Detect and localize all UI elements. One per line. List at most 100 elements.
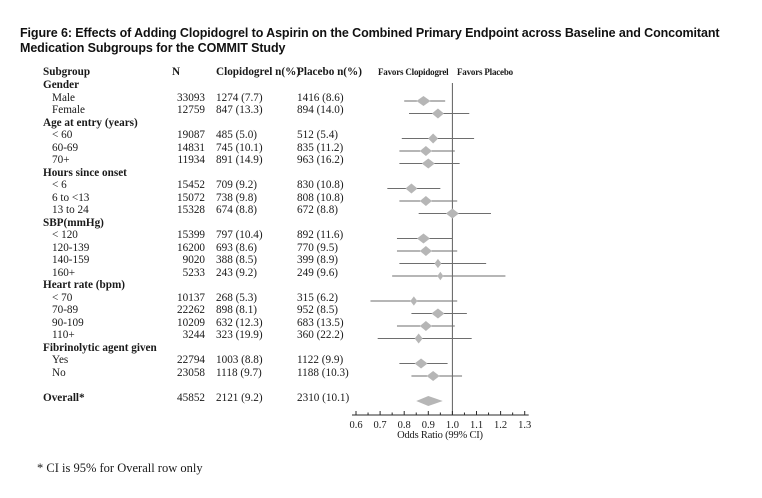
or-diamond: [437, 271, 444, 281]
subgroup-cell: 120-139: [52, 241, 90, 254]
or-diamond: [431, 108, 444, 119]
n-cell: 45852: [177, 391, 205, 404]
subgroup-cell: < 70: [52, 291, 73, 304]
subgroup-cell: Heart rate (bpm): [43, 279, 126, 291]
table-row: 120-139 16200 693 (8.6) 770 (9.5): [43, 242, 573, 255]
or-diamond: [419, 321, 432, 331]
table-row: 6 to <13 15072 738 (9.8) 808 (10.8): [43, 192, 573, 205]
or-diamond: [405, 183, 418, 194]
subgroup-cell: 110+: [52, 329, 75, 341]
table-row: < 120 15399 797 (10.4) 892 (11.6): [43, 229, 573, 242]
n-cell: 15328: [177, 204, 205, 216]
n-cell: 16200: [177, 241, 205, 254]
subgroup-cell: 60-69: [52, 141, 79, 154]
placebo-cell: 952 (8.5): [297, 304, 339, 316]
subgroup-cell: 140-159: [52, 254, 90, 266]
subgroup-cell: No: [52, 366, 66, 379]
or-diamond: [414, 333, 423, 344]
clopidogrel-cell: 1118 (9.7): [216, 366, 262, 379]
x-axis-tick-label: 1.3: [518, 420, 531, 431]
table-row: < 60 19087 485 (5.0) 512 (5.4): [43, 129, 573, 142]
table-row: 110+ 3244 323 (19.9) 360 (22.2): [43, 329, 573, 342]
n-cell: 10137: [177, 291, 205, 304]
n-cell: 5233: [182, 266, 205, 279]
col-header-clopidogrel: Clopidogrel n(%): [216, 66, 301, 78]
table-row: Heart rate (bpm): [43, 279, 573, 292]
x-axis-tick-label: 1.2: [494, 420, 507, 431]
subgroup-cell: 160+: [52, 266, 76, 279]
subgroup-cell: Age at entry (years): [43, 116, 138, 129]
table-row: Male 33093 1274 (7.7) 1416 (8.6): [43, 92, 573, 105]
placebo-cell: 770 (9.5): [297, 241, 339, 254]
table-row: < 6 15452 709 (9.2) 830 (10.8): [43, 179, 573, 192]
clopidogrel-cell: 709 (9.2): [216, 179, 258, 191]
col-header-subgroup: Subgroup: [43, 66, 91, 78]
subgroup-cell: 6 to <13: [52, 191, 90, 204]
subgroup-cell: Hours since onset: [43, 166, 127, 179]
clopidogrel-cell: 674 (8.8): [216, 204, 258, 216]
subgroup-cell: Overall*: [43, 391, 85, 404]
subgroup-cell: < 120: [52, 229, 78, 241]
clopidogrel-cell: 323 (19.9): [216, 329, 263, 341]
n-cell: 15452: [177, 179, 205, 191]
or-diamond: [416, 233, 430, 244]
placebo-cell: 1416 (8.6): [297, 91, 344, 104]
placebo-cell: 963 (16.2): [297, 154, 344, 166]
x-axis-tick-label: 1.0: [446, 420, 459, 431]
clopidogrel-cell: 738 (9.8): [216, 191, 258, 204]
clopidogrel-cell: 891 (14.9): [216, 154, 263, 166]
favors-placebo-label: Favors Placebo: [457, 67, 513, 77]
table-row: Hours since onset: [43, 167, 573, 180]
clopidogrel-cell: 745 (10.1): [216, 141, 263, 154]
or-diamond: [419, 246, 432, 256]
n-cell: 23058: [177, 366, 205, 379]
table-row: Age at entry (years): [43, 117, 573, 130]
placebo-cell: 1188 (10.3): [297, 366, 349, 379]
clopidogrel-cell: 632 (12.3): [216, 316, 263, 329]
or-diamond: [428, 133, 439, 144]
or-diamond: [426, 371, 440, 381]
subgroup-cell: 90-109: [52, 316, 84, 329]
or-diamond: [434, 258, 442, 269]
table-row: 13 to 24 15328 674 (8.8) 672 (8.8): [43, 204, 573, 217]
placebo-cell: 512 (5.4): [297, 129, 339, 141]
or-diamond: [416, 96, 431, 106]
or-diamond: [410, 296, 418, 306]
clopidogrel-cell: 268 (5.3): [216, 291, 258, 304]
placebo-cell: 892 (11.6): [297, 229, 344, 241]
col-header-n: N: [171, 66, 181, 78]
clopidogrel-cell: 243 (9.2): [216, 266, 258, 279]
x-axis-tick-label: 0.9: [422, 420, 435, 431]
n-cell: 15399: [177, 229, 205, 241]
table-row: Overall* 45852 2121 (9.2) 2310 (10.1): [43, 392, 573, 405]
placebo-cell: 249 (9.6): [297, 266, 339, 279]
table-header-row: Subgroup N Clopidogrel n(%) Placebo n(%): [43, 66, 573, 79]
placebo-cell: 835 (11.2): [297, 141, 344, 154]
n-cell: 3244: [182, 329, 205, 341]
subgroup-cell: Yes: [52, 354, 69, 366]
placebo-cell: 360 (22.2): [297, 329, 344, 341]
x-axis-tick-label: 0.8: [398, 420, 411, 431]
subgroup-cell: 13 to 24: [52, 204, 89, 216]
clopidogrel-cell: 847 (13.3): [216, 104, 263, 116]
clopidogrel-cell: 797 (10.4): [216, 229, 263, 241]
clopidogrel-cell: 388 (8.5): [216, 254, 258, 266]
placebo-cell: 683 (13.5): [297, 316, 344, 329]
table-row: Female 12759 847 (13.3) 894 (14.0): [43, 104, 573, 117]
placebo-cell: 672 (8.8): [297, 204, 339, 216]
table-row: 90-109 10209 632 (12.3) 683 (13.5): [43, 317, 573, 330]
table-row: 70+ 11934 891 (14.9) 963 (16.2): [43, 154, 573, 167]
n-cell: 15072: [177, 191, 205, 204]
clopidogrel-cell: 1274 (7.7): [216, 91, 263, 104]
clopidogrel-cell: 2121 (9.2): [216, 391, 263, 404]
subgroup-cell: < 60: [52, 129, 73, 141]
n-cell: 33093: [177, 91, 205, 104]
or-diamond: [419, 196, 432, 206]
figure-title: Figure 6: Effects of Adding Clopidogrel …: [20, 26, 720, 55]
x-axis-tick-label: 1.1: [470, 420, 483, 431]
n-cell: 19087: [177, 129, 205, 141]
or-diamond: [414, 358, 428, 369]
x-axis-tick-label: 0.7: [374, 420, 387, 431]
or-diamond: [419, 146, 432, 156]
